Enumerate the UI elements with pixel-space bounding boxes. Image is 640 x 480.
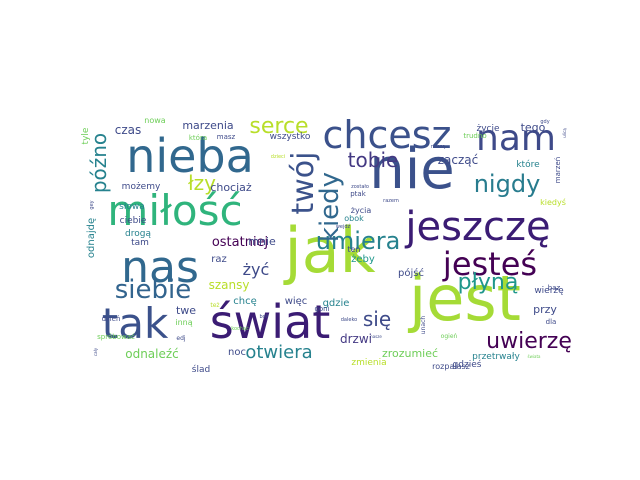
word-cloud-word: zacząć [438,153,479,167]
word-cloud-word: życia [351,206,372,215]
word-cloud-word: zostało [351,184,369,190]
word-cloud-word: życie [476,124,499,134]
word-cloud-word: jesteś [442,245,537,283]
word-cloud-word: nigdy [474,170,541,198]
word-cloud-word: twój [286,152,321,215]
word-cloud-word: drzwi [340,332,372,346]
word-cloud-word: masz [217,133,236,141]
word-cloud-word: chociaż [210,181,252,194]
word-cloud-word: ciebie [120,216,147,226]
word-cloud-word: jak [282,214,375,287]
word-cloud-word: łzy [188,171,216,195]
word-cloud-word: zrozumieć [382,347,438,360]
word-cloud-word: gdzie [323,298,350,309]
word-cloud-word: raz [211,254,227,265]
word-cloud-word: jest [407,262,521,335]
word-cloud-word: płyną [458,270,519,295]
word-cloud-word: dla [546,318,557,326]
word-cloud-word: więc [285,296,308,307]
word-cloud-word: edj [176,335,186,342]
word-cloud-word: trudno [463,132,486,140]
word-cloud-word: jeszczę [404,204,550,250]
word-cloud-word: żeby [351,254,375,265]
word-cloud-word: ptak [350,190,366,198]
word-cloud-word: możemy [122,182,161,192]
word-cloud-word: które [516,159,540,170]
word-cloud-word: też [210,302,219,309]
word-cloud-word: tobie [348,148,399,172]
word-cloud-word: umiera [316,227,401,255]
word-cloud-word: nieba [126,129,254,183]
word-cloud-word: świat [210,295,331,349]
word-cloud-word: noc [228,347,246,358]
word-cloud-word: słowa [119,202,145,212]
word-cloud-word: wszystko [270,132,311,142]
word-cloud-word: drogą [125,229,151,239]
word-cloud-word: która [189,134,207,142]
word-cloud-word: otwiera [245,342,312,363]
word-cloud-word: nowa [144,116,166,125]
word-cloud-word: dzień [102,315,121,323]
word-cloud-word: kiedy [315,172,345,242]
word-cloud-word: zmienia [351,358,386,368]
word-cloud-word: naszą [431,144,446,150]
word-cloud-word: obok [344,214,364,223]
word-cloud-word: daleko [341,317,357,323]
word-cloud-word: miłość [107,186,242,235]
word-cloud-word: inną [175,318,192,327]
word-cloud-word: chcę [233,296,257,307]
word-cloud-word: baz [548,284,561,292]
word-cloud-word: unach [420,316,427,335]
word-cloud-word: późno [87,133,111,193]
word-cloud-word: odnaleźć [125,347,179,361]
word-cloud-word: uwierzę [486,329,572,354]
word-cloud-word: tam [131,238,149,248]
word-cloud-word: serce [249,114,308,139]
word-cloud-word: ogień [441,333,458,340]
word-cloud-word: siebie [115,275,192,305]
word-cloud-word: spróbować [97,333,135,341]
word-cloud-word: marzenia [182,119,233,132]
word-cloud-word: ślad [192,364,210,375]
word-cloud-word: świata [528,354,541,359]
word-cloud-word: ten [347,245,360,254]
word-cloud-word: nas [121,242,199,293]
word-cloud-word: gey [89,200,95,209]
word-cloud-word: tyle [81,127,91,144]
word-cloud-word: pójść [398,267,424,279]
word-cloud-word: razem [383,198,399,204]
word-cloud-word: wierzę [534,286,564,296]
word-cloud-word: mnie [248,235,276,248]
word-cloud-word: przy [533,303,557,316]
word-cloud-word: boli [259,314,268,320]
word-cloud-word: goni [314,305,329,313]
word-cloud-word: marzeń [554,157,562,183]
word-cloud-word: przetrwały [472,352,520,362]
word-cloud-word: kiedyś [540,197,566,207]
word-cloud-word: twe [176,304,196,317]
word-cloud-word: tego [521,121,546,134]
word-cloud-word: się [363,307,391,331]
word-cloud-word: chcesz [323,113,452,157]
word-cloud-word: nam [476,118,556,159]
word-cloud-word: nie [369,137,455,202]
word-cloud-word: tak [102,299,169,348]
word-cloud-word: nasze [370,334,382,339]
word-cloud-word: żyć [243,260,270,279]
word-cloud-word: gdzieś [453,359,482,370]
word-cloud-word: wejdź [336,223,351,230]
word-cloud-word: cały [93,347,98,356]
word-cloud-word: szansy [209,278,250,292]
word-cloud-word: odnajdę [86,218,97,258]
word-cloud-word: dzieci [271,154,285,160]
word-cloud-word: ostatniej [212,235,268,250]
word-cloud-word: ulicą [562,128,567,138]
word-cloud-word: rozpalasz [432,362,470,371]
word-cloud-word: gdy [540,119,549,125]
word-cloud-word: kochać [231,325,249,332]
word-cloud-word: czas [115,123,142,137]
